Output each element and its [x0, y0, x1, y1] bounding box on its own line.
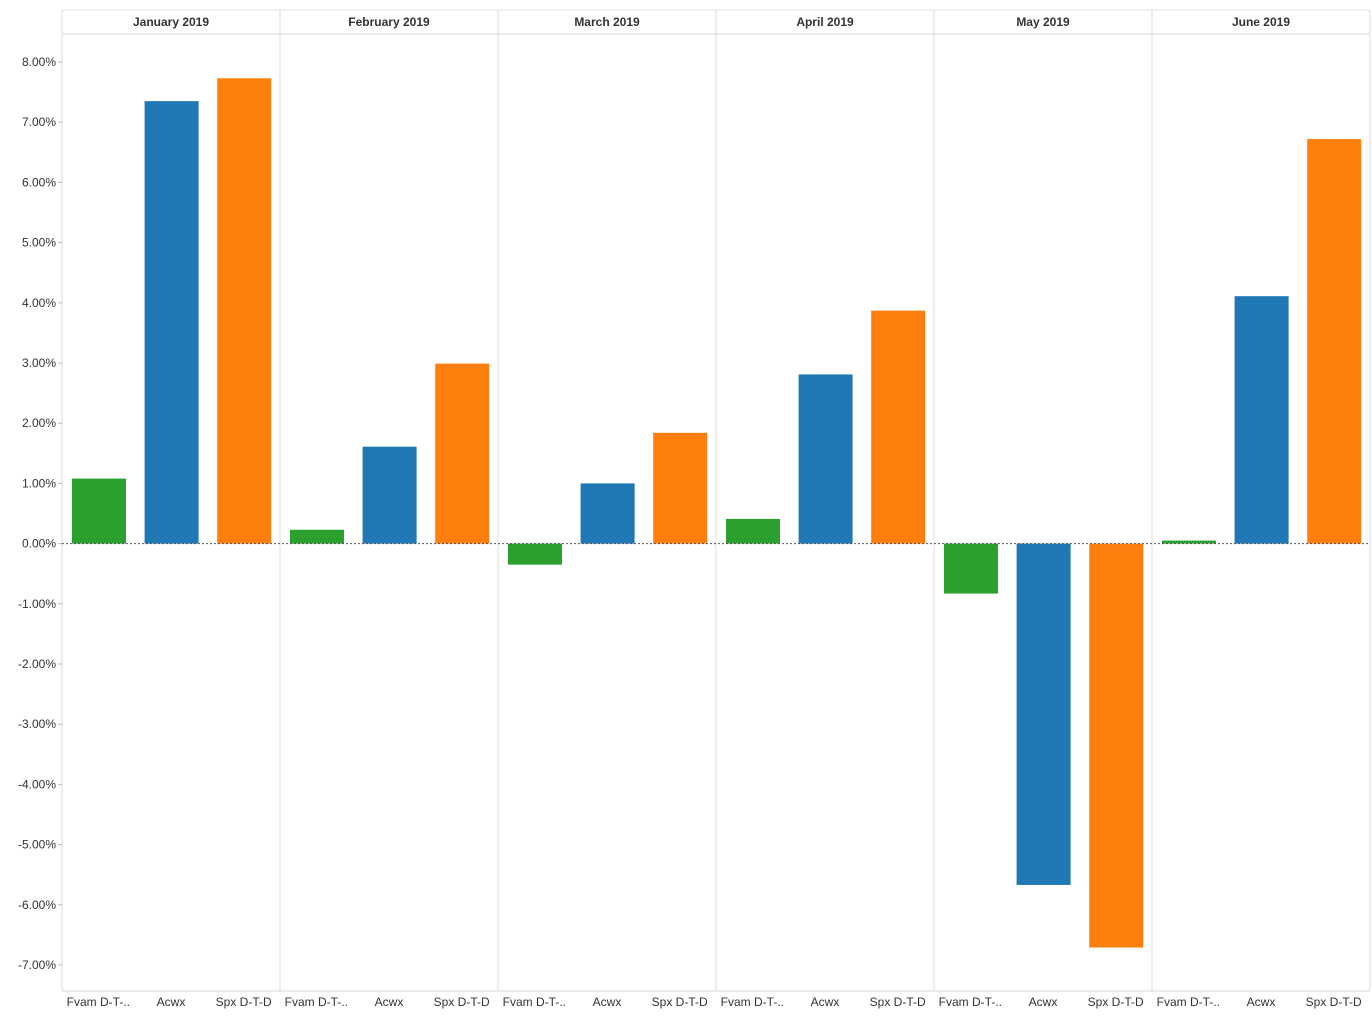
panel-header: March 2019: [574, 15, 640, 29]
bar: [508, 543, 562, 565]
y-tick-label: -3.00%: [18, 717, 56, 731]
y-tick-label: 2.00%: [22, 416, 56, 430]
bar: [1162, 540, 1216, 544]
x-tick-label: Fvam D-T-..: [939, 995, 1002, 1009]
y-tick-label: 5.00%: [22, 236, 56, 250]
x-tick-label: Fvam D-T-..: [1157, 995, 1220, 1009]
x-tick-label: Spx D-T-D: [652, 995, 708, 1009]
panel-header: January 2019: [133, 15, 209, 29]
x-tick-label: Acwx: [811, 995, 840, 1009]
x-tick-label: Spx D-T-D: [434, 995, 490, 1009]
y-tick-label: 3.00%: [22, 356, 56, 370]
x-tick-label: Fvam D-T-..: [503, 995, 566, 1009]
y-tick-label: 1.00%: [22, 476, 56, 490]
y-tick-label: 8.00%: [22, 55, 56, 69]
x-tick-label: Acwx: [375, 995, 404, 1009]
y-tick-label: 0.00%: [22, 537, 56, 551]
x-tick-label: Acwx: [593, 995, 622, 1009]
bar: [217, 78, 272, 544]
y-tick-label: -2.00%: [18, 657, 56, 671]
y-tick-label: 6.00%: [22, 175, 56, 189]
panel-header: April 2019: [796, 15, 854, 29]
bar: [435, 363, 490, 544]
bar: [362, 446, 417, 544]
panel-header: June 2019: [1232, 15, 1290, 29]
x-tick-label: Fvam D-T-..: [285, 995, 348, 1009]
panel-header: February 2019: [348, 15, 430, 29]
bar: [144, 101, 199, 544]
y-tick-label: 4.00%: [22, 296, 56, 310]
x-tick-label: Spx D-T-D: [1088, 995, 1144, 1009]
bar: [653, 432, 708, 544]
x-tick-label: Fvam D-T-..: [721, 995, 784, 1009]
bar: [1307, 139, 1362, 544]
y-tick-label: 7.00%: [22, 115, 56, 129]
bar: [944, 543, 998, 594]
x-tick-label: Spx D-T-D: [216, 995, 272, 1009]
x-tick-label: Spx D-T-D: [1306, 995, 1362, 1009]
x-tick-label: Fvam D-T-..: [67, 995, 130, 1009]
bar: [1089, 543, 1144, 948]
bar: [798, 374, 853, 544]
y-tick-label: -4.00%: [18, 777, 56, 791]
bar: [72, 478, 126, 544]
panel-header: May 2019: [1016, 15, 1070, 29]
x-tick-label: Acwx: [1247, 995, 1276, 1009]
bar: [580, 483, 635, 544]
bar: [871, 310, 926, 544]
x-tick-label: Acwx: [157, 995, 186, 1009]
y-tick-label: -1.00%: [18, 597, 56, 611]
y-tick-label: -6.00%: [18, 898, 56, 912]
x-tick-label: Spx D-T-D: [870, 995, 926, 1009]
x-tick-label: Acwx: [1029, 995, 1058, 1009]
y-tick-label: -5.00%: [18, 838, 56, 852]
bar: [290, 529, 344, 544]
y-tick-label: -7.00%: [18, 958, 56, 972]
bar: [1234, 296, 1289, 544]
bar: [1016, 543, 1071, 885]
bar: [726, 518, 780, 544]
